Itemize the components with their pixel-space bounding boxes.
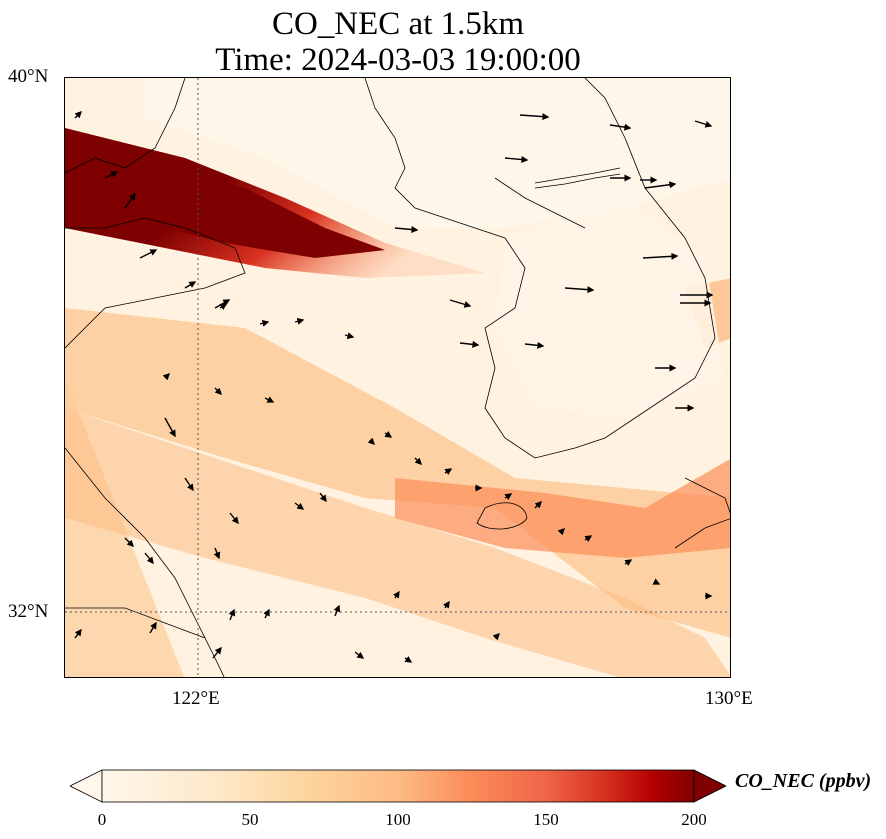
lon-tick-122E: 122°E (172, 688, 220, 709)
concentration-band-yellow-sea (65, 308, 730, 638)
colorbar-extend-min (70, 769, 103, 803)
map-title: CO_NEC at 1.5km (271, 6, 525, 42)
wind-arrow (213, 547, 221, 560)
wind-arrow (124, 192, 136, 209)
wind-arrow (384, 430, 393, 438)
wind-arrow (344, 332, 355, 340)
wind-arrow (144, 552, 154, 565)
colorbar-tick-150: 150 (533, 810, 559, 829)
wind-arrow (124, 537, 134, 547)
colorbar-extend-max (693, 769, 726, 803)
wind-arrow (534, 501, 542, 509)
wind-arrow (519, 113, 550, 121)
korea-low-region (495, 198, 725, 418)
wind-arrow (162, 373, 170, 381)
wind-arrow (394, 226, 419, 233)
wind-arrow (149, 621, 157, 634)
coastlines (65, 78, 730, 677)
colorbar (70, 769, 726, 803)
wind-arrow (184, 477, 194, 492)
wind-arrow (263, 608, 270, 619)
wind-arrow (319, 492, 327, 503)
map-panel (64, 77, 731, 678)
colorbar-gradient (101, 769, 695, 803)
wind-arrow (294, 317, 305, 325)
wind-arrow (74, 628, 82, 639)
co-plume-core (65, 153, 385, 258)
map-canvas (65, 78, 730, 677)
wind-arrow (139, 249, 158, 259)
colorbar-tick-200: 200 (681, 810, 707, 829)
colorbar-label: CO_NEC (ppbv) (735, 770, 872, 792)
colorbar-tick-100: 100 (385, 810, 411, 829)
wind-arrow (219, 303, 228, 311)
wind-vectors (74, 111, 714, 663)
wind-arrow (504, 156, 529, 163)
wind-arrow (367, 437, 375, 445)
wind-arrow (414, 457, 422, 465)
wind-arrow (449, 299, 472, 308)
wind-arrow (492, 633, 500, 641)
wind-arrow (694, 120, 713, 128)
wind-arrow (104, 171, 119, 179)
wind-arrow (184, 281, 197, 289)
wind-arrow (444, 468, 453, 476)
wind-arrow (642, 252, 679, 260)
wind-arrow (294, 502, 305, 510)
wind-arrow (74, 111, 82, 119)
concentration-band-west (65, 248, 185, 677)
wind-arrow (229, 512, 239, 525)
wind-arrow (624, 559, 633, 567)
wind-arrow (524, 341, 545, 349)
wind-arrow (228, 608, 236, 621)
concentration-band-jeju (395, 459, 730, 558)
wind-arrow (392, 590, 400, 599)
map-subtitle-time: Time: 2024-03-03 19:00:00 (215, 42, 581, 78)
wind-arrow (609, 123, 632, 131)
wind-arrow (264, 396, 275, 403)
colorbar-tick-50: 50 (241, 810, 259, 829)
wind-arrow (459, 340, 480, 348)
wind-arrow (442, 600, 450, 609)
wind-arrow (557, 528, 565, 536)
concentration-band-south (65, 408, 730, 677)
wind-arrow (644, 181, 677, 189)
wind-arrow (564, 286, 595, 294)
lon-tick-130E: 130°E (705, 688, 753, 709)
colorbar-tick-0: 0 (97, 810, 107, 829)
wind-arrow (504, 493, 513, 501)
lat-tick-40N: 40°N (8, 66, 49, 87)
wind-arrow (404, 655, 413, 663)
wind-arrow (652, 578, 661, 585)
wind-arrow (354, 651, 365, 659)
north-region-low (145, 78, 730, 228)
wind-arrow (584, 535, 593, 543)
wind-arrow (333, 604, 341, 617)
wind-arrow (214, 387, 222, 395)
lat-tick-32N: 32°N (8, 601, 49, 622)
wind-arrow (212, 646, 222, 659)
wind-arrow (259, 319, 270, 327)
wind-arrow (164, 417, 176, 438)
